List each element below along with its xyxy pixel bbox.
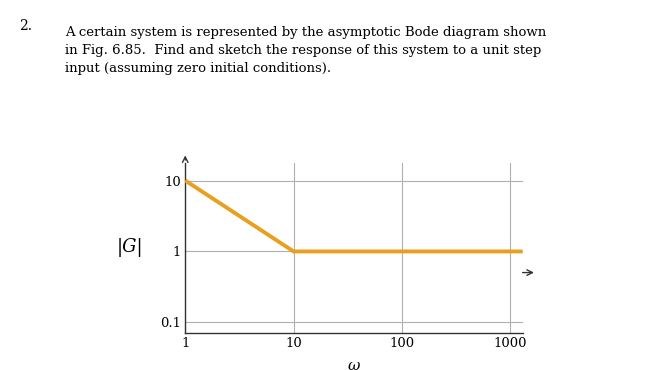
Text: A certain system is represented by the asymptotic Bode diagram shown
in Fig. 6.8: A certain system is represented by the a… — [65, 26, 546, 75]
Text: 2.: 2. — [20, 18, 32, 33]
X-axis label: ω: ω — [348, 359, 361, 370]
Y-axis label: |G|: |G| — [116, 238, 143, 258]
